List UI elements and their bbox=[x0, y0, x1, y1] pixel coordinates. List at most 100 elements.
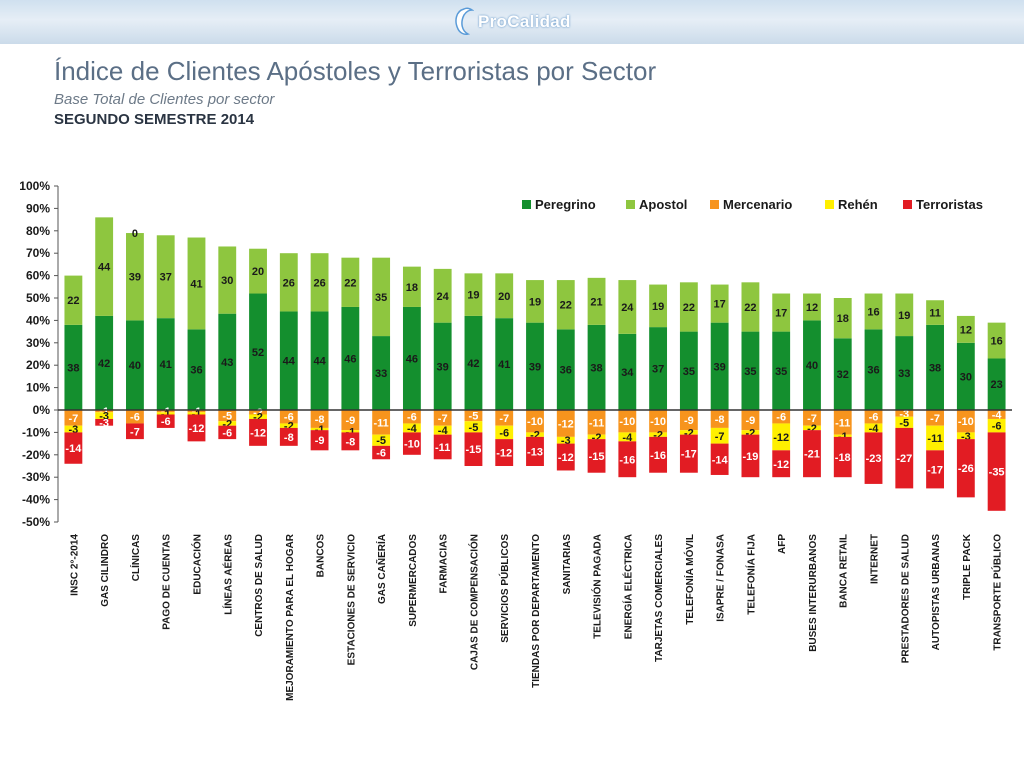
data-label: -7 bbox=[715, 431, 725, 443]
bar-segment bbox=[279, 311, 298, 410]
y-tick-label: 30% bbox=[26, 336, 50, 350]
data-label: -3 bbox=[961, 431, 971, 443]
bar-segment bbox=[649, 327, 668, 410]
data-label: -12 bbox=[773, 459, 789, 471]
x-category-label: TRIPLE PACK bbox=[962, 533, 973, 600]
x-category-label: CAJAS DE COMPENSACIÓN bbox=[467, 534, 480, 670]
bar-segment bbox=[126, 233, 144, 321]
y-tick-label: 50% bbox=[26, 291, 50, 305]
bar-segment bbox=[679, 331, 698, 410]
bar-segment bbox=[710, 443, 729, 475]
bar-segment bbox=[187, 237, 206, 330]
bar-segment bbox=[433, 434, 452, 460]
data-label: -8 bbox=[715, 414, 725, 426]
x-category-label: INTERNET bbox=[870, 534, 881, 584]
data-label: -2 bbox=[253, 412, 263, 424]
bar-segment bbox=[341, 430, 360, 433]
data-label: -11 bbox=[373, 417, 388, 429]
bar-segment bbox=[803, 430, 821, 478]
bar-segment bbox=[402, 266, 421, 307]
bar-segment bbox=[987, 322, 1006, 359]
data-label: 41 bbox=[160, 359, 172, 371]
data-label: 40 bbox=[129, 360, 141, 372]
bar-segment bbox=[526, 280, 544, 323]
y-tick-label: 10% bbox=[26, 381, 50, 395]
bar-segment bbox=[987, 358, 1006, 410]
data-label: -1 bbox=[838, 431, 848, 443]
bar-segment bbox=[556, 410, 575, 437]
data-label: 35 bbox=[683, 366, 695, 378]
y-tick-label: 60% bbox=[26, 269, 50, 283]
bar-segment bbox=[372, 445, 391, 460]
x-category-label: PAGO DE CUENTAS bbox=[162, 534, 173, 630]
data-label: -2 bbox=[222, 418, 232, 430]
bar-segment bbox=[556, 280, 575, 330]
bar-segment bbox=[679, 282, 698, 332]
data-label: -10 bbox=[404, 439, 420, 451]
data-label: -12 bbox=[496, 448, 512, 460]
data-label: 34 bbox=[621, 367, 634, 379]
data-label: -1 bbox=[161, 408, 171, 420]
bar-segment bbox=[803, 320, 821, 410]
bar-segment bbox=[495, 439, 514, 466]
data-label: -1 bbox=[99, 406, 109, 418]
bar-segment bbox=[864, 293, 883, 330]
bar-segment bbox=[64, 425, 83, 433]
y-tick-label: 100% bbox=[19, 179, 50, 193]
data-label: -27 bbox=[896, 453, 912, 465]
data-label: 42 bbox=[98, 358, 110, 370]
bar-segment bbox=[526, 432, 544, 437]
bar-segment bbox=[249, 248, 267, 294]
x-category-label: ISAPRE / FONASA bbox=[716, 534, 727, 622]
bar-segment bbox=[833, 298, 852, 339]
data-label: -3 bbox=[68, 424, 78, 436]
data-label: -1 bbox=[161, 406, 171, 418]
data-label: -7 bbox=[130, 426, 140, 438]
bar-segment bbox=[495, 273, 514, 319]
data-label: -7 bbox=[499, 413, 509, 425]
bar-segment bbox=[987, 432, 1006, 511]
bar-segment bbox=[864, 329, 883, 410]
data-label: 17 bbox=[775, 308, 787, 320]
bar-segment bbox=[495, 410, 514, 426]
data-label: 20 bbox=[252, 266, 264, 278]
bar-segment bbox=[526, 322, 544, 410]
data-label: 18 bbox=[837, 313, 849, 325]
bar-segment bbox=[710, 322, 729, 410]
bar-segment bbox=[587, 434, 606, 440]
bar-segment bbox=[249, 414, 267, 419]
data-label: 37 bbox=[652, 364, 664, 376]
bar-segment bbox=[310, 253, 329, 312]
legend-swatch bbox=[522, 200, 531, 209]
bar-segment bbox=[249, 418, 267, 446]
bar-segment bbox=[372, 410, 391, 435]
x-category-label: TELEFONÍA MÓVIL bbox=[683, 534, 696, 625]
data-label: -2 bbox=[253, 407, 263, 419]
y-tick-label: -50% bbox=[22, 515, 50, 529]
data-label: -2 bbox=[807, 423, 817, 435]
x-category-label: SERVICIOS PÚBLICOS bbox=[498, 534, 511, 643]
bar-segment bbox=[249, 293, 267, 410]
bar-segment bbox=[864, 423, 883, 433]
bar-segment bbox=[649, 436, 668, 473]
bar-segment bbox=[956, 432, 975, 440]
bar-segment bbox=[341, 257, 360, 307]
bar-segment bbox=[895, 293, 914, 337]
data-label: -5 bbox=[469, 422, 479, 434]
data-label: 24 bbox=[437, 291, 450, 303]
data-label: 39 bbox=[437, 361, 449, 373]
bar-segment bbox=[587, 277, 606, 325]
data-label: -9 bbox=[345, 415, 355, 427]
data-label: 16 bbox=[990, 336, 1002, 348]
bar-segment bbox=[556, 329, 575, 410]
data-label: 22 bbox=[683, 302, 695, 314]
data-label: -11 bbox=[435, 442, 450, 454]
data-label: 30 bbox=[221, 275, 233, 287]
bar-segment bbox=[402, 423, 421, 433]
bar-segment bbox=[618, 410, 637, 433]
data-label: -2 bbox=[284, 421, 294, 433]
data-label: -4 bbox=[438, 425, 449, 437]
data-label: -17 bbox=[927, 464, 943, 476]
data-label: 35 bbox=[744, 366, 756, 378]
bar-segment bbox=[741, 410, 760, 431]
